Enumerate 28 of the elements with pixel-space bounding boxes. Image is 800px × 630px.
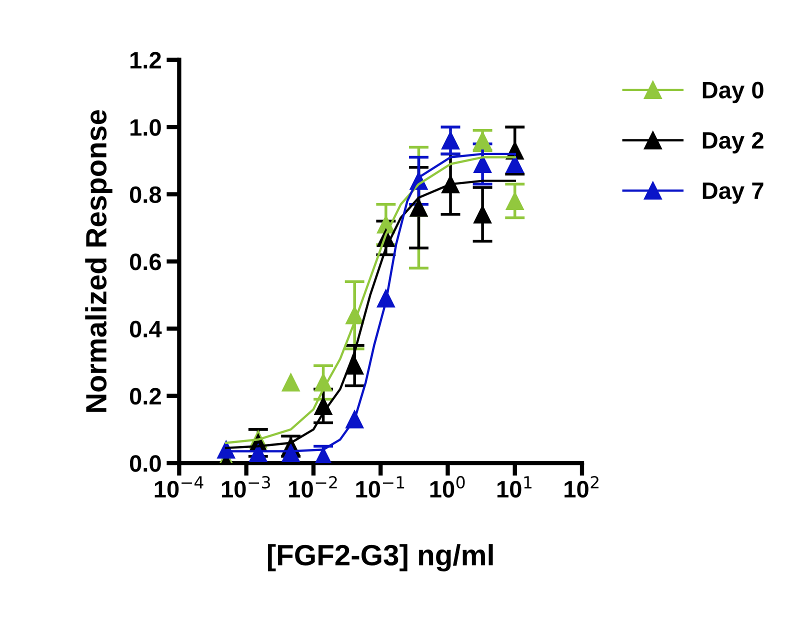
point [506, 192, 524, 210]
y-tick-label: 1.0 [130, 119, 161, 136]
y-tick-label: 0.8 [130, 186, 162, 204]
x-tick-label: 10$^{−2}$ [289, 476, 337, 498]
x-tick-label: 10$^{2}$ [564, 476, 598, 498]
point [474, 205, 492, 224]
y-tick-label: 0.6 [130, 254, 161, 270]
legend-label: Day 7 [702, 182, 764, 204]
y-axis-title: Normalized Response [85, 110, 112, 412]
legend-label: Day 0 [702, 82, 764, 104]
x-tick-label: 10$^{1}$ [497, 476, 532, 498]
y-tick-label: 0.0 [130, 455, 161, 472]
point [282, 373, 300, 392]
x-tick-label: 10$^{−4}$ [154, 476, 204, 498]
point [474, 154, 492, 174]
y-tick-label: 0.2 [130, 388, 161, 405]
x-tick-label: 10$^{0}$ [430, 476, 465, 498]
point [314, 373, 332, 392]
point [314, 396, 332, 415]
point [346, 356, 364, 375]
point [282, 444, 300, 462]
point [506, 154, 524, 174]
legend-label: Day 2 [702, 132, 764, 154]
x-tick-label: 10$^{−1}$ [356, 476, 404, 498]
x-tick-label: 10$^{−3}$ [222, 476, 270, 498]
y-tick-label: 1.2 [130, 52, 161, 68]
y-tick-label: 0.4 [130, 320, 162, 338]
x-axis-title: [FGF2-G3] ng/ml [268, 544, 493, 572]
